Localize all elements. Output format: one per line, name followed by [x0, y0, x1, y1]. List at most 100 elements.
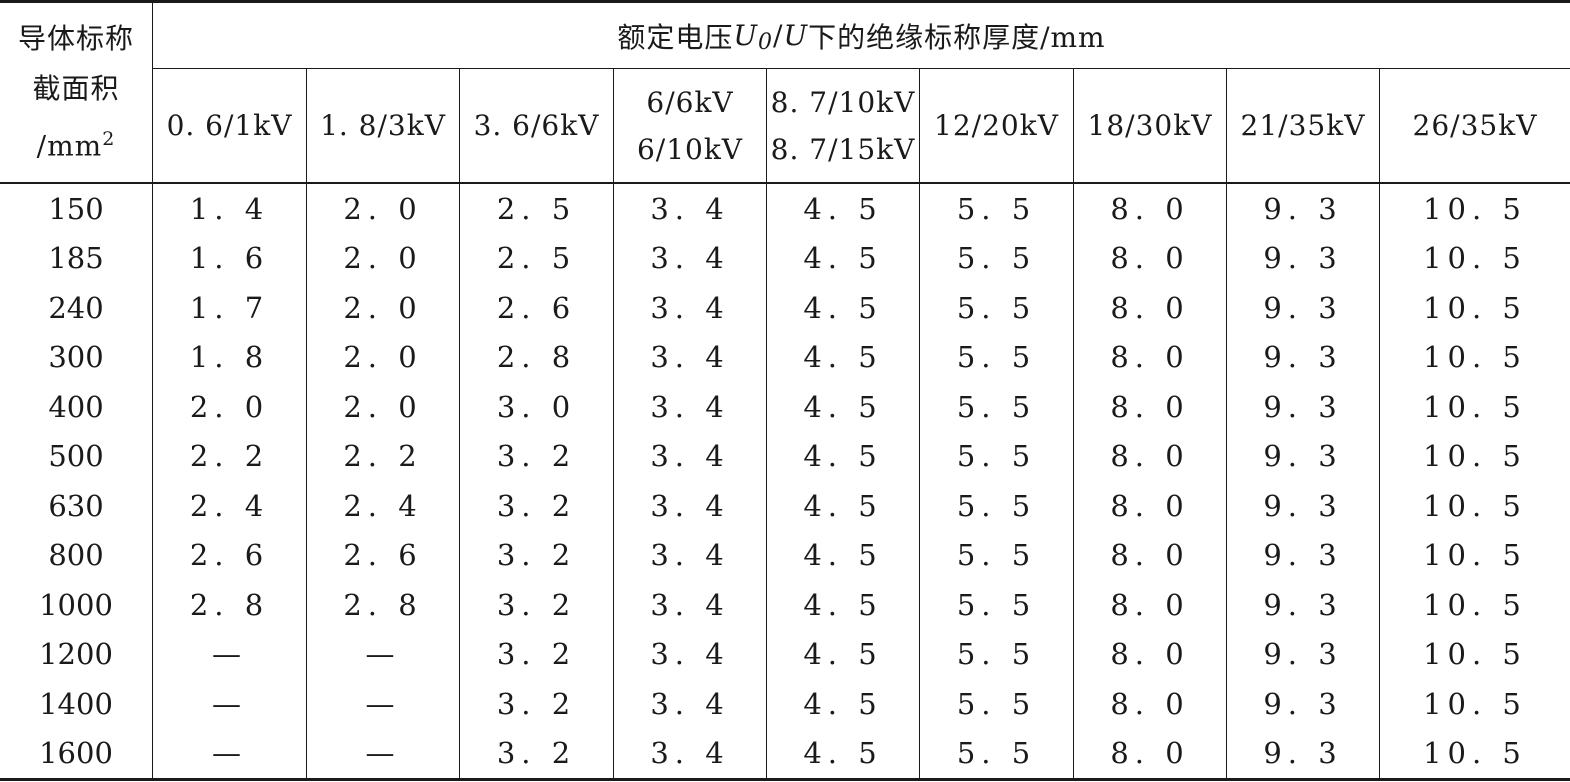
- table-cell: —: [212, 637, 247, 672]
- row-area-value: 300: [48, 340, 104, 375]
- column-header-line-1: 6/6kV: [646, 85, 734, 119]
- table-cell: 3. 2: [496, 538, 577, 573]
- table-cell: 2. 8: [496, 340, 577, 375]
- row-area-value: 1600: [39, 736, 113, 771]
- table-cell: 3. 2: [496, 488, 577, 523]
- column-header: 21/35kV: [1227, 69, 1379, 182]
- column-header-line-2: 8. 7/15kV: [770, 132, 916, 166]
- table-cell: 9. 3: [1263, 488, 1343, 523]
- table-cell: 8. 0: [1110, 538, 1190, 573]
- table-cell: 9. 3: [1263, 637, 1343, 672]
- table-cell: 8. 0: [1110, 736, 1190, 771]
- table-cell: 9. 3: [1263, 191, 1343, 226]
- table-cell: 9. 3: [1263, 439, 1343, 474]
- table-cell: 9. 3: [1263, 538, 1343, 573]
- row-area-value: 400: [48, 389, 104, 424]
- column-divider: [152, 0, 153, 780]
- table-cell: 5. 5: [956, 241, 1037, 276]
- table-cell: 8. 0: [1110, 241, 1190, 276]
- group-header-rated-voltage: 额定电压 U 0 / U 下的绝缘标称厚度/mm: [153, 3, 1570, 68]
- table-cell: 2. 0: [343, 340, 423, 375]
- table-cell: 3. 4: [650, 736, 730, 771]
- table-cell: 2. 5: [496, 191, 577, 226]
- table-cell: —: [365, 736, 401, 771]
- table-cell: 5. 5: [956, 538, 1037, 573]
- table-cell: 2. 0: [343, 191, 423, 226]
- row-header-unit: /mm2: [37, 114, 116, 171]
- table-cell: 2. 2: [343, 439, 423, 474]
- table-cell: 8. 0: [1110, 340, 1190, 375]
- table-cell: 4. 5: [803, 686, 883, 721]
- table-cell: 10. 5: [1423, 538, 1527, 573]
- group-header-suffix: 下的绝缘标称厚度/mm: [808, 20, 1106, 54]
- table-cell: 3. 0: [496, 389, 577, 424]
- table-cell: 3. 2: [496, 587, 577, 622]
- table-cell: 4. 5: [803, 191, 883, 226]
- table-cell: 4. 5: [803, 587, 883, 622]
- row-area-value: 150: [48, 191, 104, 226]
- column-divider: [306, 68, 307, 780]
- table-cell: 10. 5: [1423, 241, 1527, 276]
- table-cell: 9. 3: [1263, 389, 1343, 424]
- table-cell: 3. 4: [650, 538, 730, 573]
- table-cell: 2. 0: [189, 389, 270, 424]
- column-header-line-1: 18/30kV: [1087, 109, 1213, 142]
- table-cell: 9. 3: [1263, 736, 1343, 771]
- table-cell: —: [365, 686, 401, 721]
- column-header: 6/6kV 6/10kV: [614, 69, 766, 182]
- table-cell: 10. 5: [1423, 637, 1527, 672]
- table-cell: 3. 2: [496, 439, 577, 474]
- table-cell: 5. 5: [956, 587, 1037, 622]
- table-cell: 2. 6: [189, 538, 270, 573]
- group-header-u0-sub: 0: [758, 30, 774, 55]
- table-cell: 3. 2: [496, 637, 577, 672]
- column-header: 12/20kV: [920, 69, 1073, 182]
- table-cell: 9. 3: [1263, 686, 1343, 721]
- table-cell: 2. 5: [496, 241, 577, 276]
- table-cell: 8. 0: [1110, 686, 1190, 721]
- table-cell: 4. 5: [803, 538, 883, 573]
- row-area-value: 630: [48, 488, 104, 523]
- column-header-line-1: 12/20kV: [934, 109, 1059, 142]
- table-cell: 5. 5: [956, 439, 1037, 474]
- row-header-cross-section: 导体标称 截面积 /mm2: [0, 3, 152, 182]
- table-cell: 5. 5: [956, 340, 1037, 375]
- table-cell: 5. 5: [956, 736, 1037, 771]
- table-cell: 10. 5: [1423, 191, 1527, 226]
- group-header-prefix: 额定电压: [617, 20, 734, 54]
- table-cell: 8. 0: [1110, 637, 1190, 672]
- table-cell: 4. 5: [803, 488, 883, 523]
- table-cell: 1. 8: [189, 340, 270, 375]
- table-cell: 3. 4: [650, 191, 730, 226]
- column-header-line-1: 1. 8/3kV: [320, 109, 446, 142]
- table-cell: 2. 0: [343, 241, 423, 276]
- table-cell: 3. 4: [650, 637, 730, 672]
- row-header-unit-sup: 2: [102, 127, 116, 150]
- table-cell: 5. 5: [956, 290, 1037, 325]
- table-cell: 2. 4: [343, 488, 423, 523]
- table-cell: 5. 5: [956, 389, 1037, 424]
- column-header: 18/30kV: [1074, 69, 1226, 182]
- row-header-line1: 导体标称: [17, 21, 134, 55]
- table-cell: 8. 0: [1110, 290, 1190, 325]
- table-cell: 4. 5: [803, 389, 883, 424]
- table-cell: 4. 5: [803, 439, 883, 474]
- table-cell: 10. 5: [1423, 340, 1527, 375]
- table-cell: 3. 4: [650, 241, 730, 276]
- table-cell: 4. 5: [803, 736, 883, 771]
- table-cell: 5. 5: [956, 488, 1037, 523]
- column-divider: [919, 68, 920, 780]
- group-header-u0: U: [733, 19, 759, 52]
- table-cell: 3. 2: [496, 736, 577, 771]
- row-area-value: 500: [48, 439, 104, 474]
- column-divider: [766, 68, 767, 780]
- table-cell: 8. 0: [1110, 191, 1190, 226]
- table-cell: 4. 5: [803, 340, 883, 375]
- row-area-value: 1000: [39, 587, 113, 622]
- table-cell: 5. 5: [956, 191, 1037, 226]
- column-header: 8. 7/10kV 8. 7/15kV: [767, 69, 919, 182]
- column-header: 3. 6/6kV: [460, 69, 613, 182]
- table-cell: 3. 4: [650, 290, 730, 325]
- table-cell: 10. 5: [1423, 439, 1527, 474]
